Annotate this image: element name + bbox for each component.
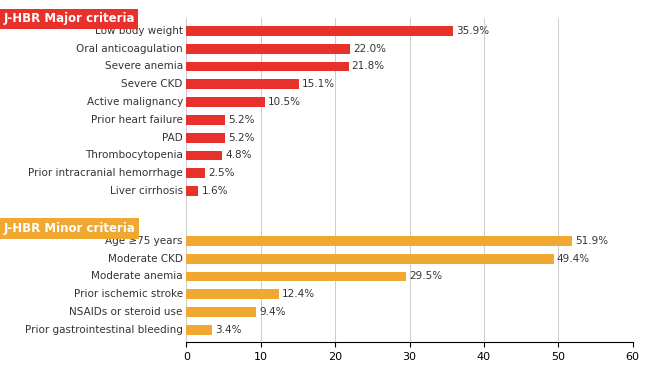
Bar	[186, 272, 406, 281]
Text: Prior ischemic stroke: Prior ischemic stroke	[74, 289, 182, 299]
Text: 15.1%: 15.1%	[302, 79, 335, 89]
Text: J-HBR Major criteria: J-HBR Major criteria	[3, 12, 135, 25]
Bar	[186, 61, 348, 71]
Text: Severe CKD: Severe CKD	[121, 79, 182, 89]
Text: 1.6%: 1.6%	[201, 186, 228, 196]
Bar	[186, 115, 225, 125]
Bar	[186, 151, 222, 160]
Bar	[186, 168, 205, 178]
Text: 12.4%: 12.4%	[282, 289, 315, 299]
Bar	[186, 133, 225, 142]
Text: 9.4%: 9.4%	[259, 307, 286, 317]
Text: J-HBR Minor criteria: J-HBR Minor criteria	[3, 222, 135, 235]
Text: Prior intracranial hemorrhage: Prior intracranial hemorrhage	[28, 168, 182, 178]
Text: 10.5%: 10.5%	[268, 97, 300, 107]
Bar	[186, 186, 198, 196]
Text: 29.5%: 29.5%	[409, 272, 442, 282]
Bar	[186, 325, 212, 335]
Text: 3.4%: 3.4%	[214, 325, 241, 335]
Bar	[186, 289, 278, 299]
Text: 5.2%: 5.2%	[228, 132, 254, 143]
Text: Moderate anemia: Moderate anemia	[91, 272, 182, 282]
Text: 21.8%: 21.8%	[352, 61, 385, 71]
Bar	[186, 97, 264, 107]
Text: 49.4%: 49.4%	[557, 254, 590, 263]
Text: NSAIDs or steroid use: NSAIDs or steroid use	[69, 307, 182, 317]
Text: Prior gastrointestinal bleeding: Prior gastrointestinal bleeding	[25, 325, 182, 335]
Text: Severe anemia: Severe anemia	[105, 61, 182, 71]
Text: Age ≥75 years: Age ≥75 years	[105, 236, 182, 246]
Text: 51.9%: 51.9%	[575, 236, 609, 246]
Text: 35.9%: 35.9%	[456, 26, 490, 36]
Text: Low body weight: Low body weight	[95, 26, 182, 36]
Text: Prior heart failure: Prior heart failure	[91, 115, 182, 125]
Text: Thrombocytopenia: Thrombocytopenia	[85, 151, 182, 160]
Text: 4.8%: 4.8%	[225, 151, 252, 160]
Bar	[186, 79, 299, 89]
Text: Oral anticoagulation: Oral anticoagulation	[76, 44, 182, 54]
Text: Active malignancy: Active malignancy	[87, 97, 182, 107]
Text: Moderate CKD: Moderate CKD	[108, 254, 182, 263]
Bar	[186, 254, 554, 263]
Bar	[186, 307, 256, 317]
Text: Liver cirrhosis: Liver cirrhosis	[110, 186, 182, 196]
Text: 2.5%: 2.5%	[208, 168, 234, 178]
Text: PAD: PAD	[162, 132, 182, 143]
Bar	[186, 236, 573, 246]
Text: 22.0%: 22.0%	[353, 44, 386, 54]
Bar	[186, 44, 350, 53]
Text: 5.2%: 5.2%	[228, 115, 254, 125]
Bar	[186, 26, 454, 36]
